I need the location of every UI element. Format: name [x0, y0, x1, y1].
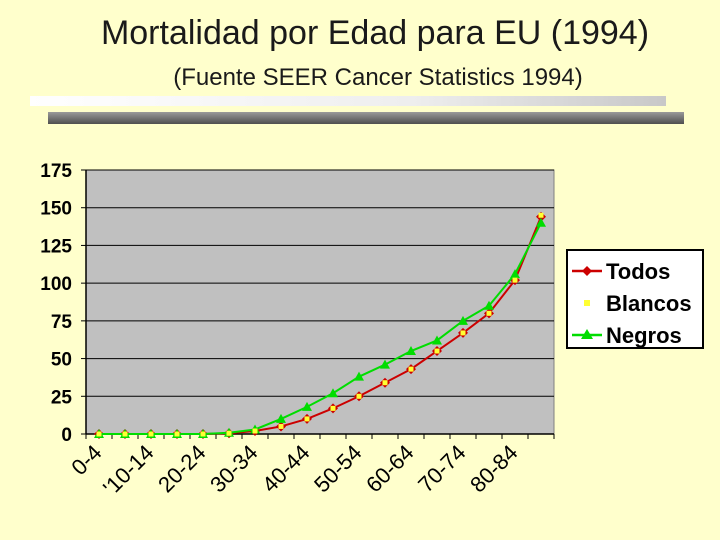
legend-label-todos: Todos	[606, 259, 671, 284]
series-lines	[94, 211, 546, 439]
point-negros	[536, 217, 546, 227]
point-negros	[484, 300, 494, 310]
point-blancos	[512, 277, 518, 283]
point-blancos	[486, 310, 492, 316]
point-blancos	[226, 430, 232, 436]
point-blancos	[434, 348, 440, 354]
point-blancos	[122, 431, 128, 437]
legend-marker-todos	[572, 266, 602, 276]
point-negros	[354, 371, 364, 381]
point-blancos	[538, 212, 544, 218]
point-blancos	[96, 431, 102, 437]
x-tick-label: 0-4	[66, 440, 106, 480]
point-blancos	[382, 380, 388, 386]
y-tick-label: 150	[40, 199, 72, 220]
legend-item-todos: Todos	[568, 257, 704, 287]
point-blancos	[174, 431, 180, 437]
y-tick-label: 75	[51, 312, 73, 333]
point-blancos	[148, 431, 154, 437]
point-blancos	[304, 416, 310, 422]
point-negros	[276, 413, 286, 423]
y-tick-label: 25	[51, 387, 73, 408]
decorative-bar-dark	[48, 112, 684, 124]
point-blancos	[200, 431, 206, 437]
point-negros	[510, 269, 520, 279]
y-axis: 0 25 50 75 100 125 150 175	[40, 161, 87, 446]
point-blancos	[408, 366, 414, 372]
x-tick-label: 40-44	[257, 440, 314, 497]
chart-title: Mortalidad por Edad para EU (1994)	[100, 14, 650, 52]
y-tick-label: 175	[40, 161, 72, 182]
x-tick-label: 70-74	[413, 440, 470, 497]
legend-marker-negros	[572, 329, 602, 339]
point-negros	[302, 401, 312, 411]
x-tick-label: 60-64	[361, 440, 418, 497]
plot-area	[85, 169, 555, 435]
point-blancos	[252, 428, 258, 434]
legend-label-blancos: Blancos	[606, 291, 692, 316]
chart-legend: Todos Blancos Negros	[566, 249, 704, 349]
y-tick-label: 50	[51, 350, 72, 371]
legend-item-negros: Negros	[568, 321, 704, 351]
point-negros	[380, 359, 390, 369]
x-tick-label: 20-24	[153, 440, 210, 497]
point-blancos	[330, 405, 336, 411]
y-tick-label: 125	[40, 236, 72, 257]
point-negros	[458, 315, 468, 325]
chart-subtitle: (Fuente SEER Cancer Statistics 1994)	[173, 64, 583, 91]
legend-marker-blancos	[584, 300, 590, 306]
decorative-bar-light	[30, 96, 666, 106]
x-tick-label: '10-14	[98, 440, 158, 500]
point-blancos	[278, 423, 284, 429]
point-negros	[406, 346, 416, 356]
point-negros	[328, 388, 338, 398]
point-blancos	[356, 393, 362, 399]
gridlines	[86, 169, 554, 397]
point-negros	[432, 335, 442, 345]
x-tick-label: 80-84	[465, 440, 522, 497]
legend-label-negros: Negros	[606, 323, 682, 348]
x-axis: 0-4'10-1420-2430-3440-4450-5460-6470-748…	[66, 433, 555, 500]
y-tick-label: 100	[40, 274, 72, 295]
x-tick-label: 30-34	[205, 440, 262, 497]
y-tick-label: 0	[61, 425, 72, 446]
series-line-negros	[99, 222, 542, 435]
x-tick-label: 50-54	[309, 440, 366, 497]
legend-item-blancos: Blancos	[568, 289, 704, 319]
point-blancos	[460, 330, 466, 336]
